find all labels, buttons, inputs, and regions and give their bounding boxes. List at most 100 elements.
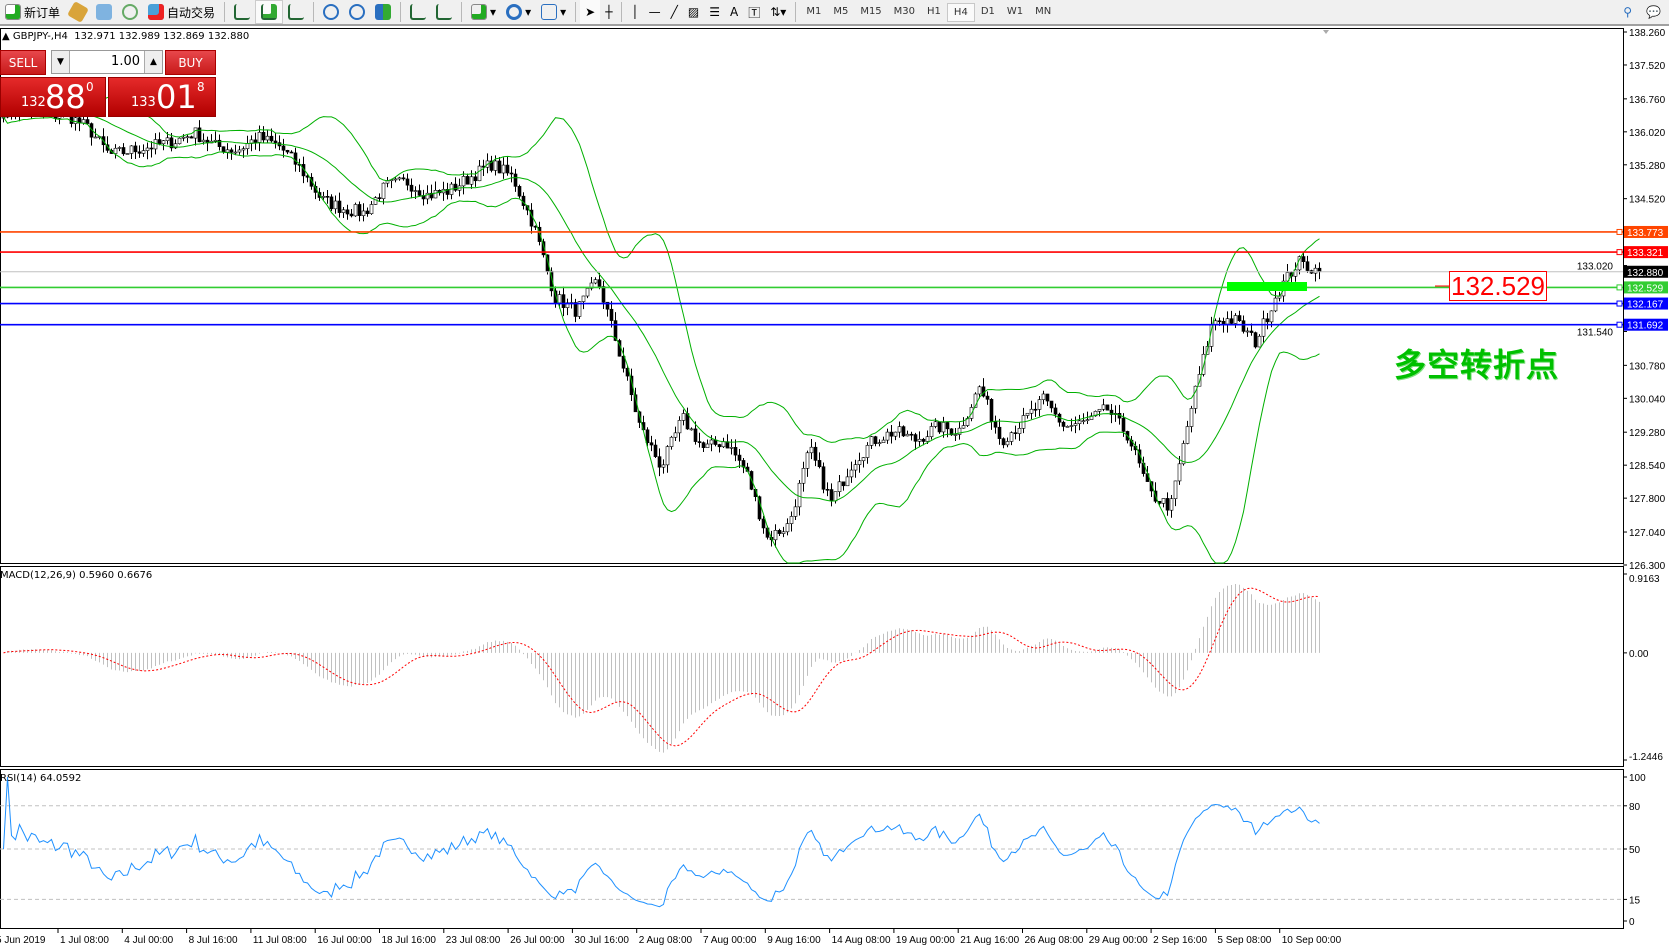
timeframe-d1[interactable]: D1 [980, 5, 995, 17]
candle-body [133, 145, 138, 153]
history-button[interactable] [65, 0, 91, 24]
candle-body [945, 422, 950, 430]
candle-body [513, 173, 518, 187]
text-label-button[interactable]: 🅃 [743, 0, 765, 24]
candle-body [1093, 410, 1098, 417]
timeframe-h4[interactable]: H4 [946, 2, 975, 22]
chart-shift-button[interactable] [431, 0, 457, 24]
trendline-button[interactable]: ╱ [666, 0, 683, 24]
candle-body [465, 176, 470, 185]
candle-body [693, 428, 698, 442]
candle-body [901, 426, 906, 437]
new-order-button[interactable]: 新订单 [0, 0, 65, 24]
buy-button[interactable]: BUY [165, 50, 216, 75]
timeframe-m1[interactable]: M1 [806, 5, 822, 17]
candle-body [873, 436, 878, 444]
equidistant-channel-button[interactable]: ▨ [683, 0, 704, 24]
candle-body [773, 530, 778, 541]
timeframe-m15[interactable]: M15 [860, 5, 882, 17]
candle-body [1161, 498, 1166, 504]
time-axis-label: 5 Jun 2019 [0, 935, 46, 946]
candle-body [261, 131, 266, 141]
history-icon [67, 1, 89, 23]
candle-body [549, 270, 554, 292]
price-level-value: 133.773 [1627, 228, 1664, 239]
signals-button[interactable] [117, 0, 143, 24]
arrows-button[interactable]: ⇅▾ [765, 0, 791, 24]
candle-body [185, 136, 190, 139]
ask-price[interactable]: 133 01 8 [108, 77, 216, 117]
vertical-line-button[interactable]: │ [626, 0, 643, 24]
candle-body [877, 442, 882, 445]
fibonacci-button[interactable]: ☰ [704, 0, 725, 24]
candle-body [321, 196, 326, 198]
increase-lot-icon[interactable]: ▲ [144, 51, 162, 73]
candle-body [349, 213, 354, 217]
candle-body [801, 468, 806, 484]
sell-button[interactable]: SELL [0, 50, 46, 75]
line-chart-button[interactable] [283, 0, 309, 24]
timeframe-m30[interactable]: M30 [893, 5, 916, 17]
candle-body [669, 436, 674, 447]
candle-body [289, 151, 294, 154]
auto-trading-button[interactable]: 自动交易 [143, 0, 220, 24]
candle-body [1061, 421, 1066, 427]
time-axis-label: 19 Aug 00:00 [896, 935, 955, 946]
candle-body [1193, 385, 1198, 409]
zoom-in-button[interactable] [318, 0, 344, 24]
candle-body [993, 421, 998, 428]
candle-body [985, 395, 990, 400]
candle-body [73, 117, 78, 124]
timeframe-m5[interactable]: M5 [833, 5, 849, 17]
lot-size-stepper[interactable]: ▼ 1.00 ▲ [51, 50, 163, 74]
candle-body [881, 439, 886, 444]
crosshair-button[interactable]: ┼ [600, 0, 617, 24]
price-level-value: 133.321 [1627, 248, 1664, 259]
horizontal-line-button[interactable]: — [644, 0, 666, 24]
templates-button[interactable]: ▾ [536, 0, 571, 24]
candle-chart-button[interactable] [255, 0, 284, 24]
timeframe-h1[interactable]: H1 [927, 5, 941, 17]
level-handle [1616, 228, 1623, 235]
candle-body [957, 427, 962, 435]
candle-body [1029, 408, 1034, 414]
candle-body [1229, 318, 1234, 324]
zoom-out-button[interactable] [344, 0, 370, 24]
macd-signal-line [3, 587, 1320, 747]
chat-icon[interactable]: 💬 [1646, 5, 1661, 19]
bar-chart-button[interactable] [229, 0, 255, 24]
bid-price[interactable]: 132 88 0 [0, 77, 106, 117]
candlestick-icon [261, 4, 278, 20]
timeframe-w1[interactable]: W1 [1006, 5, 1024, 17]
price-level-tag [1624, 281, 1668, 294]
text-button[interactable]: A [725, 0, 743, 24]
tile-windows-button[interactable] [370, 0, 396, 24]
candle-body [1305, 261, 1310, 271]
candle-body [177, 137, 182, 145]
indicators-button[interactable]: ▾ [466, 0, 501, 24]
pivot-point-annotation[interactable]: 多空转折点 [1394, 346, 1560, 384]
candle-body [1269, 310, 1274, 323]
rsi-label: RSI(14) 64.0592 [0, 773, 82, 784]
candle-body [961, 425, 966, 429]
price-annotation-label[interactable]: 132.529 [1449, 271, 1547, 301]
templates-icon [541, 4, 558, 20]
candle-body [545, 254, 550, 272]
candle-body [861, 457, 866, 462]
candle-body [341, 209, 346, 213]
search-icon[interactable]: ⚲ [1623, 5, 1633, 19]
text-label-icon: 🅃 [748, 5, 761, 20]
periods-button[interactable]: ▾ [501, 0, 536, 24]
candle-body [645, 429, 650, 444]
timeframe-mn[interactable]: MN [1035, 5, 1052, 17]
candle-body [169, 137, 174, 149]
candle-body [1041, 393, 1046, 400]
lot-size-input[interactable]: 1.00 [111, 54, 140, 69]
candle-body [997, 426, 1002, 439]
auto-scroll-button[interactable] [405, 0, 431, 24]
terminal-button[interactable] [91, 0, 117, 24]
cursor-button[interactable]: ➤ [580, 0, 601, 24]
decrease-lot-icon[interactable]: ▼ [52, 51, 70, 73]
chart-canvas[interactable]: 133.773 133.321 132.880 132.529 132.167 131.6… [0, 28, 1669, 949]
candle-body [473, 176, 478, 182]
